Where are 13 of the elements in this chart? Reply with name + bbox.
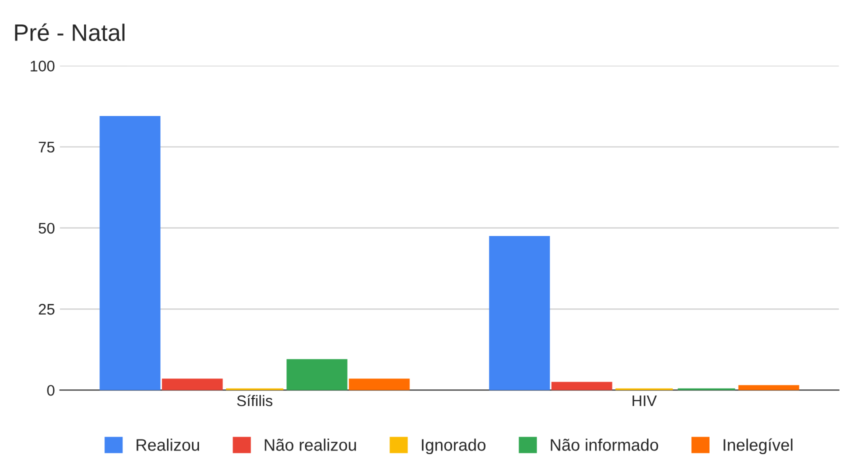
- y-tick-label: 25: [38, 304, 54, 315]
- legend-label: Inelegível: [724, 438, 792, 454]
- y-tick-label: 75: [38, 142, 54, 153]
- legend-label: Realizou: [136, 438, 200, 451]
- legend-label: Ignorado: [422, 438, 486, 454]
- legend-label: Não realizou: [264, 438, 356, 451]
- y-tick-label: 50: [38, 222, 54, 234]
- y-tick-label: 100: [30, 60, 54, 72]
- x-tick-label: HIV: [632, 396, 657, 406]
- y-tick-label: 0: [47, 384, 54, 396]
- chart-title: Pré - Natal: [15, 23, 124, 42]
- x-tick-label: Sífilis: [237, 394, 272, 406]
- legend-label: Não informado: [550, 438, 658, 451]
